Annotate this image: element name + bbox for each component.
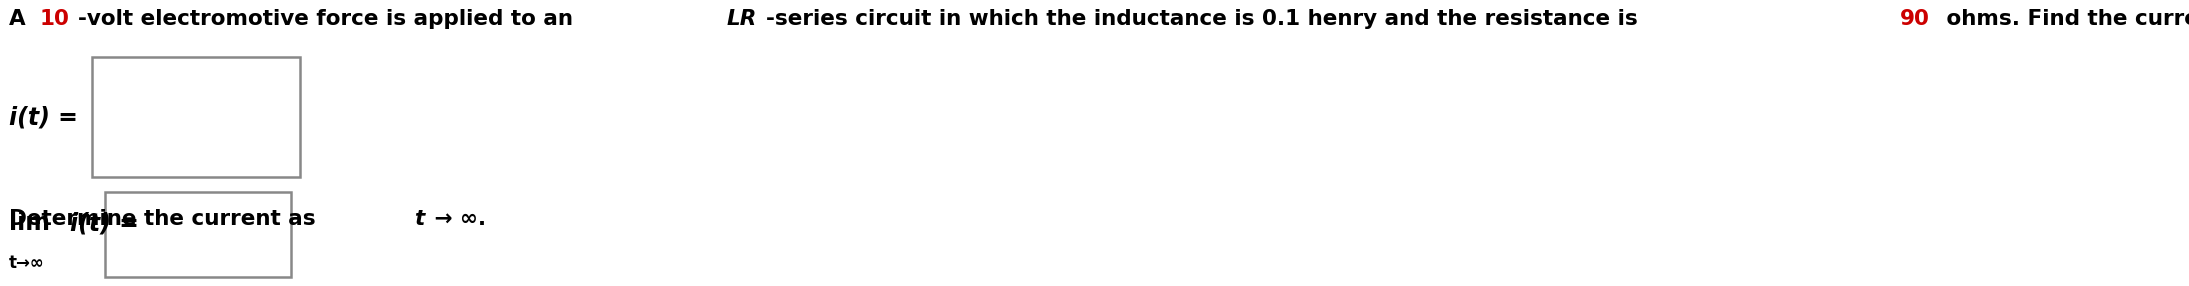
Text: 10: 10 xyxy=(39,9,70,29)
Bar xyxy=(105,192,291,277)
Bar xyxy=(92,57,300,177)
Text: A: A xyxy=(9,9,33,29)
Text: t→∞: t→∞ xyxy=(9,254,44,272)
Text: lim: lim xyxy=(9,211,50,235)
Text: t: t xyxy=(414,209,425,229)
Text: i(t) =: i(t) = xyxy=(70,211,140,235)
Text: → ∞.: → ∞. xyxy=(427,209,486,229)
Text: Determine the current as: Determine the current as xyxy=(9,209,324,229)
Text: -series circuit in which the inductance is 0.1 henry and the resistance is: -series circuit in which the inductance … xyxy=(766,9,1646,29)
Text: ohms. Find the current: ohms. Find the current xyxy=(1939,9,2189,29)
Text: -volt electromotive force is applied to an: -volt electromotive force is applied to … xyxy=(79,9,580,29)
Text: 90: 90 xyxy=(1900,9,1931,29)
Text: LR: LR xyxy=(727,9,757,29)
Text: i(t) =: i(t) = xyxy=(9,105,77,129)
